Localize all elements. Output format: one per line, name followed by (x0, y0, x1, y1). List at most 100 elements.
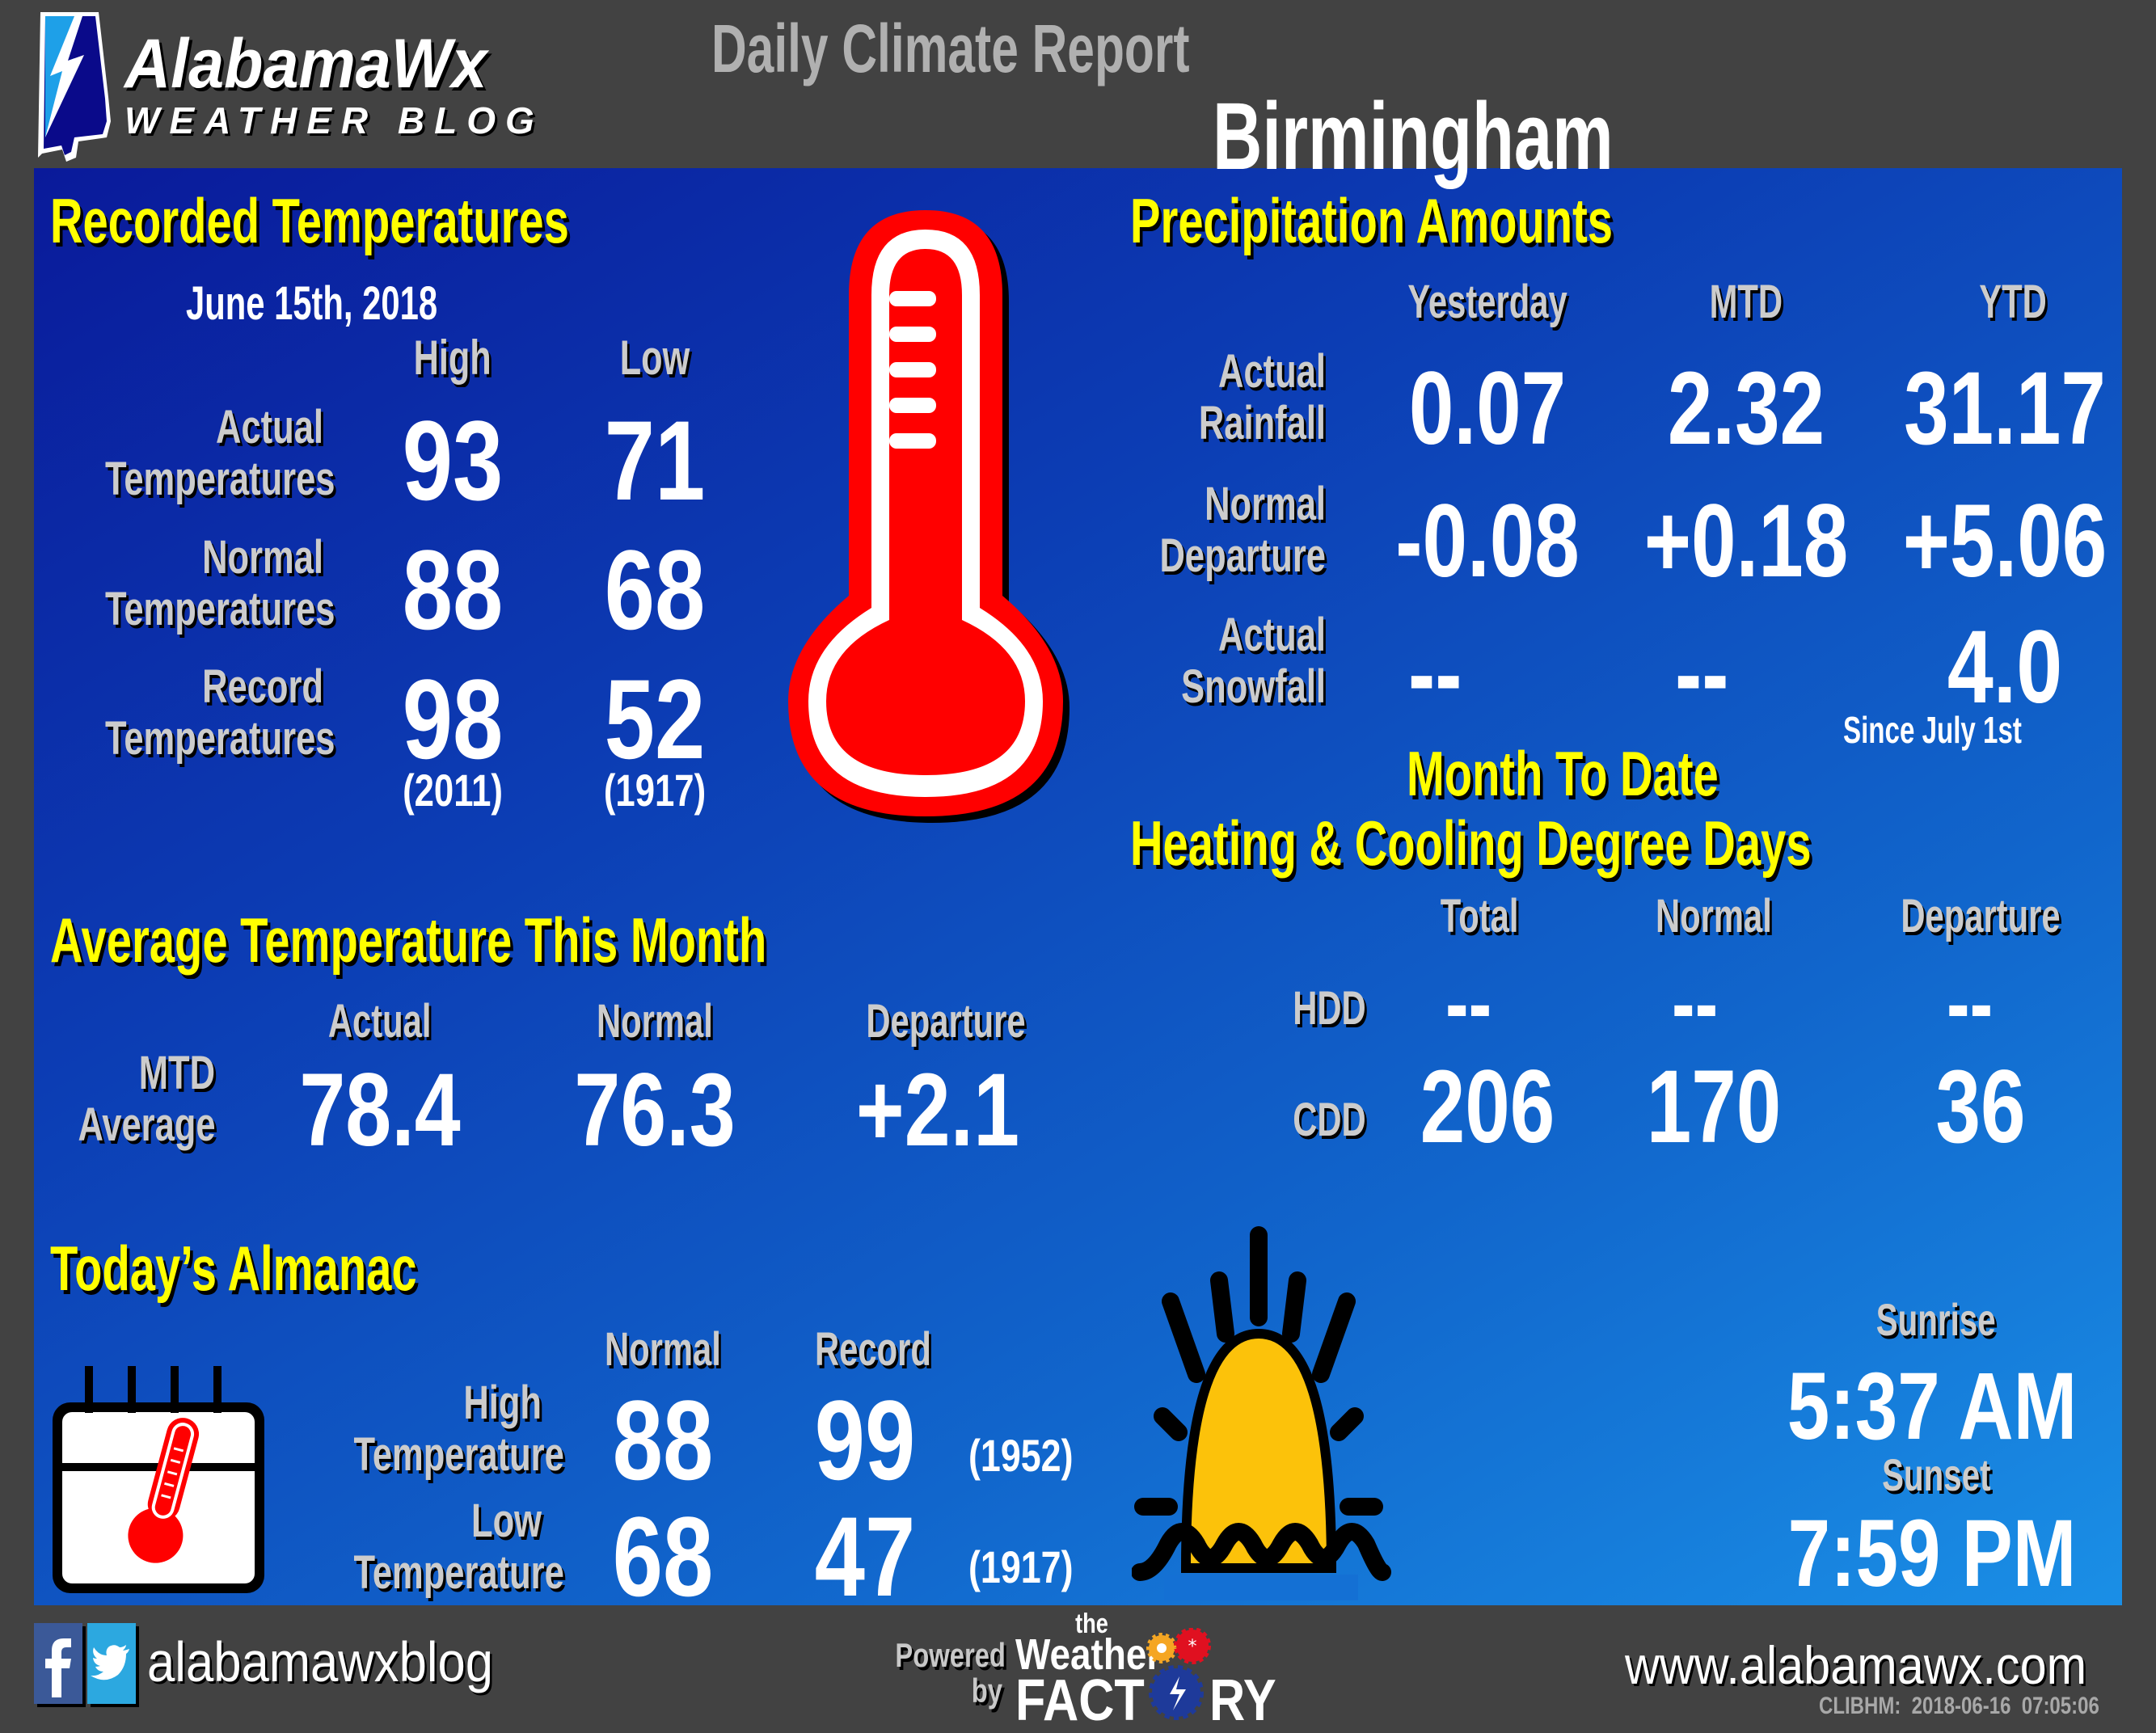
climate-panel (34, 168, 2122, 1605)
cdd-total: 206 (1420, 1049, 1555, 1165)
cdd-normal: 170 (1646, 1049, 1782, 1165)
city-name: Birmingham (1213, 83, 1614, 190)
row-label: Departure (1159, 529, 1326, 582)
facebook-icon (45, 1638, 71, 1697)
record-high-year: (2011) (403, 765, 503, 816)
weather-factory-gear-icon: * (1146, 1628, 1211, 1720)
degree-days-heading-1: Month To Date (1407, 738, 1719, 809)
hdd-label: HDD (1293, 982, 1366, 1035)
almanac-record-high-year: (1952) (968, 1430, 1074, 1481)
snow-yesterday: -- (1408, 616, 1462, 732)
hdd-departure: -- (1947, 954, 1994, 1053)
twitter-icon (91, 1645, 129, 1680)
dep-ytd: +5.06 (1902, 483, 2107, 599)
sunrise-time: 5:37 AM (1787, 1353, 2078, 1460)
calendar-thermometer-icon (53, 1366, 264, 1593)
dep-yesterday: -0.08 (1395, 483, 1580, 599)
website-link[interactable]: www.alabamawx.com (1625, 1635, 2087, 1695)
col-high: High (414, 331, 492, 385)
svg-text:*: * (1188, 1637, 1197, 1657)
row-label: Snowfall (1181, 660, 1326, 713)
sunset-time: 7:59 PM (1787, 1500, 2077, 1607)
almanac-record-low: 47 (814, 1493, 916, 1620)
col-ytd: YTD (1979, 276, 2047, 328)
normal-high: 88 (402, 526, 504, 653)
degree-days-heading-2: Heating & Cooling Degree Days (1130, 807, 1812, 879)
row-label: Low (471, 1495, 542, 1547)
powered-label: Powered (895, 1636, 1006, 1674)
row-label: Rainfall (1198, 397, 1326, 449)
row-label: Actual (1218, 345, 1326, 398)
row-label: Temperatures (105, 583, 335, 635)
col-normal: Normal (1656, 890, 1772, 942)
record-high: 98 (402, 656, 504, 782)
logo-title: AlabamaWx (124, 25, 487, 103)
mtd-actual: 78.4 (299, 1052, 461, 1168)
row-label: Record (202, 660, 323, 713)
hdd-total: -- (1445, 954, 1492, 1053)
col-normal: Normal (597, 995, 713, 1048)
row-label: High (463, 1377, 542, 1429)
rain-ytd: 31.17 (1904, 351, 2106, 466)
snow-mtd: -- (1675, 616, 1729, 732)
report-title: Daily Climate Report (711, 11, 1190, 86)
col-departure: Departure (866, 995, 1026, 1048)
col-departure: Departure (1901, 890, 2061, 942)
thermometer-icon (788, 210, 1070, 823)
snow-ytd: 4.0 (1947, 609, 2063, 725)
alabama-lightning-logo-icon (38, 12, 111, 162)
logo: AlabamaWx WEATHER BLOG (34, 8, 600, 162)
sunrise-icon (1132, 1226, 1391, 1600)
twitter-link[interactable] (87, 1623, 136, 1704)
cdd-label: CDD (1293, 1094, 1366, 1146)
col-normal: Normal (605, 1323, 721, 1376)
almanac-normal-low: 68 (612, 1493, 714, 1620)
sunset-label: Sunset (1881, 1449, 1991, 1500)
row-label: Normal (1205, 478, 1326, 530)
partner-factory: FACT (1015, 1668, 1145, 1733)
social-handle[interactable]: alabamawxblog (147, 1630, 494, 1693)
hdd-normal: -- (1672, 954, 1719, 1053)
mtd-label: MTD (138, 1047, 215, 1099)
facebook-link[interactable] (34, 1623, 82, 1704)
row-label: Temperature (353, 1546, 564, 1599)
snow-since-note: Since July 1st (1843, 709, 2022, 751)
almanac-record-low-year: (1917) (968, 1541, 1074, 1592)
by-label: by (971, 1672, 1002, 1710)
col-low: Low (619, 331, 690, 385)
col-total: Total (1440, 890, 1519, 942)
actual-high: 93 (402, 397, 504, 524)
row-label: Temperatures (105, 453, 335, 505)
partner-weather: Weather (1015, 1630, 1162, 1679)
almanac-record-high: 99 (814, 1377, 916, 1503)
row-label: Temperature (353, 1428, 564, 1481)
row-label: Actual (1218, 609, 1326, 661)
row-label: Actual (216, 401, 323, 453)
col-yesterday: Yesterday (1407, 276, 1567, 328)
almanac-normal-high: 88 (612, 1377, 714, 1503)
mtd-departure: +2.1 (855, 1052, 1020, 1168)
partner-the: the (1075, 1609, 1108, 1639)
mtd-normal: 76.3 (574, 1052, 736, 1168)
row-label: Temperatures (105, 712, 335, 765)
precipitation-heading: Precipitation Amounts (1130, 185, 1614, 256)
cdd-departure: 36 (1935, 1049, 2026, 1165)
mtd-label: Average (78, 1098, 216, 1151)
rain-mtd: 2.32 (1667, 351, 1825, 466)
recorded-temperatures-heading: Recorded Temperatures (50, 185, 569, 256)
record-low: 52 (604, 656, 706, 782)
col-mtd: MTD (1709, 276, 1783, 328)
normal-low: 68 (604, 526, 706, 653)
actual-low: 71 (604, 397, 706, 524)
report-date: June 15th, 2018 (186, 277, 438, 330)
rain-yesterday: 0.07 (1408, 351, 1567, 466)
almanac-heading: Today’s Almanac (50, 1233, 417, 1304)
logo-subtitle: WEATHER BLOG (124, 99, 544, 141)
sunrise-label: Sunrise (1876, 1294, 1996, 1345)
average-temperature-heading: Average Temperature This Month (50, 904, 767, 976)
col-record: Record (815, 1323, 931, 1376)
row-label: Normal (202, 531, 323, 584)
report-stamp: CLIBHM: 2018-06-16 07:05:06 (1819, 1693, 2099, 1719)
dep-mtd: +0.18 (1643, 483, 1849, 599)
col-actual: Actual (328, 995, 432, 1048)
